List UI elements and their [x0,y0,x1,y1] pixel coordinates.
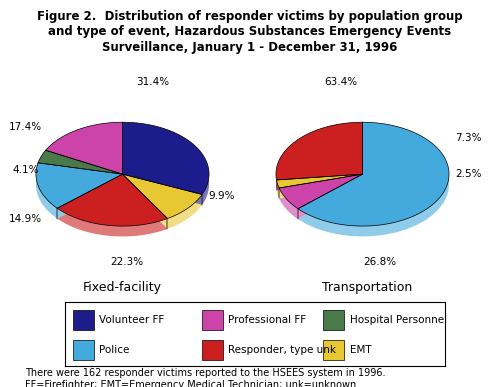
Text: Fixed-facility: Fixed-facility [83,281,162,294]
Text: Surveillance, January 1 - December 31, 1996: Surveillance, January 1 - December 31, 1… [102,41,398,54]
Text: Hospital Personnel: Hospital Personnel [350,315,447,325]
Text: EMT: EMT [350,345,372,355]
Polygon shape [46,122,122,174]
Text: and type of event, Hazardous Substances Emergency Events: and type of event, Hazardous Substances … [48,25,452,38]
Text: 22.3%: 22.3% [110,257,144,267]
FancyBboxPatch shape [324,339,344,360]
Polygon shape [122,122,209,195]
FancyBboxPatch shape [324,310,344,330]
Text: Police: Police [99,345,130,355]
FancyBboxPatch shape [202,310,222,330]
Text: Transportation: Transportation [322,281,412,294]
Polygon shape [276,133,362,190]
Text: Figure 2.  Distribution of responder victims by population group: Figure 2. Distribution of responder vict… [37,10,463,23]
Polygon shape [122,185,202,229]
Text: 2.5%: 2.5% [455,169,481,179]
Text: Responder, type unk: Responder, type unk [228,345,336,355]
Text: 9.9%: 9.9% [209,191,236,201]
Text: 17.4%: 17.4% [9,122,42,132]
Text: 31.4%: 31.4% [136,77,170,87]
Polygon shape [122,133,209,205]
Text: 63.4%: 63.4% [324,77,358,87]
Text: 7.3%: 7.3% [455,133,481,143]
Text: FF=Firefighter; EMT=Emergency Medical Technician; unk=unknown: FF=Firefighter; EMT=Emergency Medical Te… [25,380,356,387]
Polygon shape [276,122,362,180]
Polygon shape [57,174,168,226]
Text: Volunteer FF: Volunteer FF [99,315,164,325]
FancyBboxPatch shape [72,339,94,360]
Polygon shape [298,133,449,236]
Text: 4.1%: 4.1% [12,165,39,175]
Text: 26.8%: 26.8% [363,257,396,267]
Polygon shape [38,150,122,174]
Text: There were 162 responder victims reported to the HSEES system in 1996.: There were 162 responder victims reporte… [25,368,386,378]
Polygon shape [279,174,362,209]
Polygon shape [36,163,122,208]
Polygon shape [276,174,362,188]
Polygon shape [279,185,362,219]
FancyBboxPatch shape [202,339,222,360]
Text: 14.9%: 14.9% [9,214,42,224]
Polygon shape [36,173,122,219]
Text: Professional FF: Professional FF [228,315,306,325]
FancyBboxPatch shape [72,310,94,330]
Polygon shape [298,122,449,226]
Polygon shape [57,185,168,236]
Polygon shape [276,185,362,199]
Polygon shape [122,174,202,219]
